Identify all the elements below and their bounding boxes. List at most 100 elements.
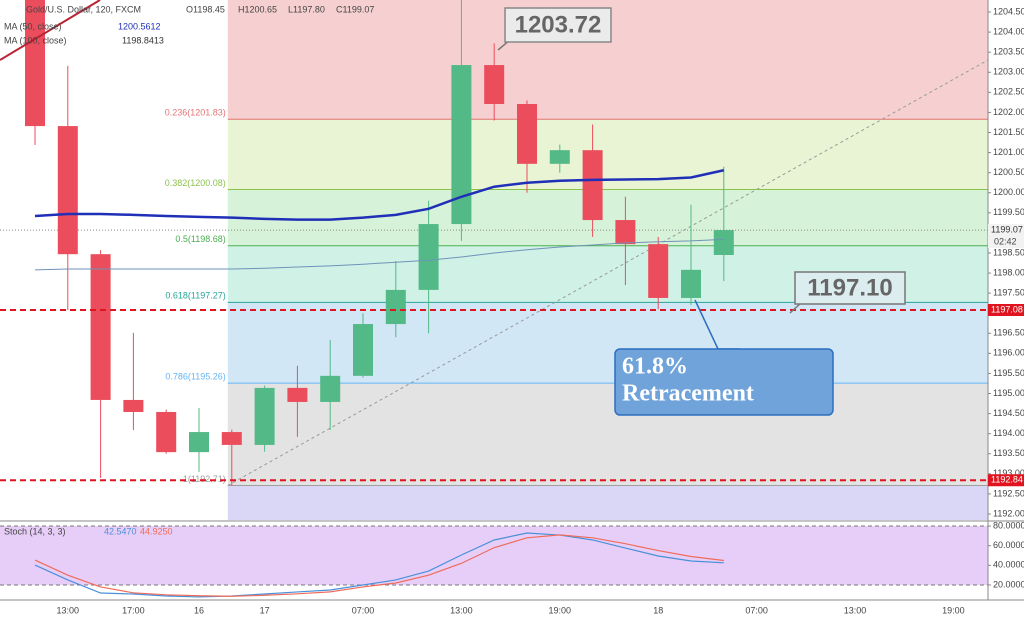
y-tick-label: 1204.50	[993, 6, 1024, 16]
y-tick-label: 1201.50	[993, 127, 1024, 137]
x-tick-label: 19:00	[942, 605, 965, 615]
candle-body	[418, 224, 439, 290]
moving-average	[34, 238, 724, 271]
callout-box	[794, 271, 906, 305]
candle-body	[385, 289, 406, 325]
moving-average	[34, 169, 725, 221]
stoch-k-value: 42.5470	[104, 526, 137, 536]
legend-ma100-value: 1198.8413	[122, 35, 164, 45]
price-badge	[988, 224, 1024, 237]
y-tick-label: 1196.50	[993, 328, 1024, 338]
ohlc-high: H1200.65	[238, 4, 277, 14]
candle-body	[221, 432, 242, 445]
callout-box	[504, 7, 612, 43]
stoch-pane	[0, 525, 988, 598]
symbol-title: Gold/U.S. Dollar, 120, FXCM	[26, 4, 141, 14]
fib-band	[227, 302, 988, 384]
x-tick-label: 16	[194, 605, 204, 615]
y-tick-label: 1192.00	[993, 508, 1024, 518]
y-tick-label: 1193.50	[993, 448, 1024, 458]
y-tick-label: 1195.50	[993, 368, 1024, 378]
high-annotation: 1203.72	[515, 11, 602, 38]
candle-body	[353, 324, 373, 376]
y-tick-label: 1202.50	[993, 87, 1024, 97]
y-tick-label: 1202.00	[993, 107, 1024, 117]
candle-body	[57, 126, 78, 255]
fib-label: 1(1192.71)	[183, 474, 226, 484]
candle-body	[484, 65, 505, 104]
level-badge	[988, 474, 1024, 487]
y-tick-label: 20.0000	[993, 579, 1024, 589]
x-tick-label: 17	[260, 605, 270, 615]
candle-body	[615, 220, 636, 245]
candle-body	[25, 0, 45, 127]
drawn-trendline	[0, 0, 101, 61]
stoch-title: Stoch (14, 3, 3)	[4, 526, 66, 536]
y-tick-label: 1195.00	[993, 388, 1024, 398]
stoch-band	[0, 526, 988, 585]
legend-ma50: MA (50, close)	[4, 21, 62, 31]
fib-label: 0.382(1200.08)	[165, 178, 226, 188]
candle-body	[90, 254, 111, 400]
y-tick-label: 1203.50	[993, 47, 1024, 57]
y-tick-label: 1203.00	[993, 67, 1024, 77]
x-tick-label: 13:00	[844, 605, 867, 615]
y-tick-label: 1196.00	[993, 348, 1024, 358]
stoch-line	[34, 534, 724, 597]
x-tick-label: 18	[653, 605, 663, 615]
level-annotation: 1197.10	[807, 274, 892, 301]
y-tick-label: 1200.00	[993, 187, 1024, 197]
x-tick-label: 19:00	[549, 605, 572, 615]
candle-body	[451, 65, 472, 225]
ohlc-close: C1199.07	[336, 4, 374, 14]
candle-body	[189, 432, 209, 453]
fib-label: 0.236(1201.83)	[165, 108, 226, 118]
y-tick-label: 1204.00	[993, 26, 1024, 36]
stoch-line	[34, 532, 724, 598]
fib-label: 0.618(1197.27)	[165, 291, 225, 301]
level-badge-label: 1197.08	[991, 304, 1023, 314]
callout-line: Retracement	[622, 381, 754, 407]
y-tick-label: 40.0000	[993, 560, 1024, 570]
candle-body	[713, 230, 734, 255]
level-badge	[988, 303, 1024, 316]
x-tick-label: 13:00	[57, 605, 80, 615]
candle-body	[648, 244, 669, 298]
overlay: Gold/U.S. Dollar, 120, FXCM O1198.45 H12…	[0, 0, 906, 536]
price-badge-label: 1199.07	[991, 224, 1023, 234]
y-tick-label: 1198.50	[993, 247, 1024, 257]
candle-body	[517, 104, 537, 164]
legend-ma50-value: 1200.5612	[118, 21, 161, 31]
y-tick-label: 1197.50	[993, 288, 1024, 298]
y-tick-label: 1198.00	[993, 267, 1024, 277]
callout-line: 61.8%	[622, 354, 688, 380]
y-tick-label: 80.0000	[993, 520, 1024, 530]
ohlc-low: L1197.80	[288, 4, 325, 14]
y-tick-label: 1192.50	[993, 488, 1024, 498]
price-pane: 0.236(1201.83) 0.382(1200.08) 0.5(1198.68)…	[0, 0, 988, 520]
candle-body	[549, 150, 570, 164]
fib-band	[227, 189, 988, 246]
legend-ma100: MA (100, close)	[4, 35, 67, 45]
x-tick-label: 13:00	[450, 605, 473, 615]
x-tick-label: 07:00	[352, 605, 375, 615]
y-tick-label: 1194.50	[993, 408, 1024, 418]
candle-body	[681, 269, 701, 298]
ohlc-open: O1198.45	[186, 4, 225, 14]
candle-body	[123, 399, 144, 412]
y-tick-label: 1194.00	[993, 428, 1024, 438]
candle-body	[320, 375, 341, 402]
y-tick-label: 1193.00	[993, 468, 1024, 478]
fib-band	[227, 383, 988, 486]
countdown-badge	[988, 236, 1024, 249]
x-tick-label: 17:00	[122, 605, 145, 615]
level-badge-label: 1192.84	[991, 475, 1023, 485]
y-tick-label: 1200.50	[993, 167, 1024, 177]
candle-body	[287, 387, 308, 402]
fib-band	[227, 119, 988, 190]
stoch-d-value: 44.9250	[140, 526, 173, 536]
countdown-label: 02:42	[994, 236, 1017, 246]
candle-body	[254, 387, 275, 445]
